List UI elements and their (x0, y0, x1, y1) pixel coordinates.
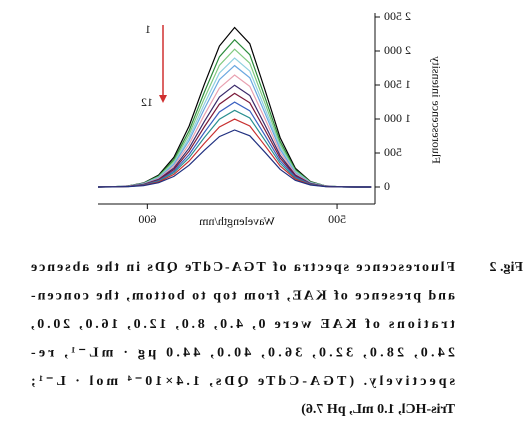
caption-line: Fluorescence spectra of TGA-CdTe QDs in … (31, 260, 455, 275)
spectrum-line (97, 92, 372, 188)
caption-label: Fig. 2 (490, 260, 523, 275)
y-tick-label: 500 (384, 145, 402, 159)
spectrum-line (97, 64, 372, 188)
y-tick-label: 0 (384, 179, 390, 193)
spectrum-line (97, 109, 372, 188)
y-axis-label: Fluorescence intensity (429, 56, 443, 164)
caption-line: 24.0, 28.0, 32.0, 36.0, 40.0, 44.0 μg · … (31, 345, 455, 360)
spectrum-line (97, 118, 372, 188)
caption-line: and presence of KAE, from top to bottom,… (31, 289, 455, 304)
annotation: 1 (145, 22, 151, 36)
caption-line: Tris-HCl, 1.0 mL, pH 7.6) (301, 402, 455, 417)
arrow-head (159, 95, 167, 103)
spectrum-line (97, 48, 372, 188)
y-tick-label: 1 500 (384, 77, 411, 91)
y-tick-label: 2 000 (384, 43, 411, 57)
x-axis-label: Wavelength/nm (198, 214, 274, 228)
spectrum-line (97, 101, 372, 188)
y-tick-label: 1 000 (384, 111, 411, 125)
y-tick-label: 2 500 (384, 9, 411, 23)
spectrum-line (97, 57, 372, 188)
x-tick-label: 600 (138, 212, 156, 226)
spectrum-line (97, 26, 372, 188)
spectrum-line (97, 84, 372, 188)
x-tick-label: 500 (328, 212, 346, 226)
caption-line: trations of KAE were 0, 4.0, 8.0, 12.0, … (31, 317, 455, 332)
annotation: 12 (141, 95, 153, 109)
spectrum-line (97, 74, 372, 188)
caption-line: spectively. (TGA-CdTe QDs, 1.4×10⁻⁴ mol … (31, 374, 455, 389)
spectrum-line (97, 129, 372, 188)
spectrum-line (97, 38, 372, 188)
